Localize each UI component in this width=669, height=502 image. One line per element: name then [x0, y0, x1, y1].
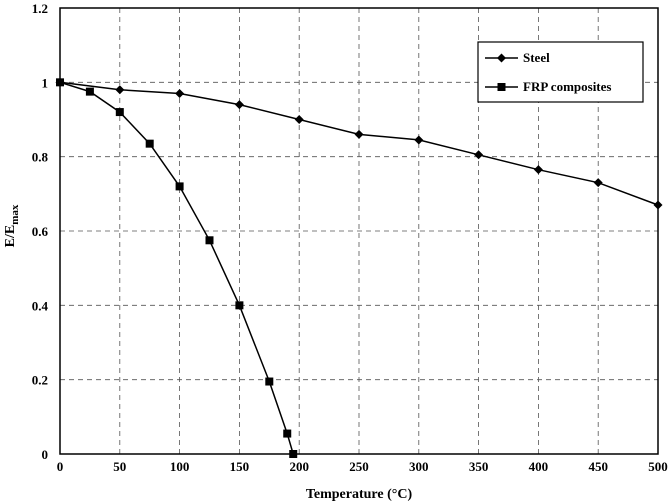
x-tick-label: 400: [529, 459, 549, 474]
data-point-steel: [354, 129, 364, 139]
x-tick-label: 200: [289, 459, 309, 474]
x-tick-label: 50: [113, 459, 126, 474]
legend-steel-label: Steel: [523, 50, 550, 65]
y-tick-label: 1: [42, 75, 49, 90]
y-axis-title: E/Emax: [3, 204, 21, 247]
data-point-frp-composites: [145, 139, 154, 148]
legend-steel-marker: [497, 53, 506, 63]
data-point-steel: [653, 200, 663, 210]
x-tick-label: 450: [588, 459, 608, 474]
data-point-frp-composites: [115, 108, 124, 117]
data-point-frp-composites: [283, 429, 292, 438]
legend-frp-marker: [497, 83, 506, 91]
data-point-steel: [474, 150, 484, 160]
data-point-steel: [115, 85, 125, 95]
plot-area-frame: [59, 7, 659, 455]
y-tick-label: 0.2: [32, 373, 48, 388]
data-point-frp-composites: [175, 182, 184, 191]
x-tick-label: 350: [469, 459, 489, 474]
legend: Steel FRP composites: [477, 41, 644, 103]
y-tick-label: 0.4: [32, 298, 49, 313]
x-tick-label: 300: [409, 459, 429, 474]
data-point-steel: [175, 88, 185, 98]
legend-frp-label: FRP composites: [523, 79, 611, 94]
x-tick-label: 100: [170, 459, 190, 474]
data-point-steel: [414, 135, 424, 145]
data-point-frp-composites: [265, 377, 274, 386]
data-point-frp-composites: [289, 450, 298, 458]
data-point-frp-composites: [56, 78, 64, 87]
y-tick-label: 1.2: [32, 1, 48, 16]
data-point-frp-composites: [85, 87, 94, 96]
data-point-steel: [533, 165, 543, 175]
data-point-frp-composites: [205, 236, 214, 245]
series-line-frp-composites: [59, 81, 294, 455]
y-tick-label: 0.8: [32, 150, 49, 165]
plot-frame: [59, 7, 659, 455]
x-tick-label: 250: [349, 459, 369, 474]
x-tick-label: 150: [230, 459, 250, 474]
data-point-frp-composites: [235, 301, 244, 310]
tick-labels: 0 50 100 150 200 250 300 350 400 450 500 0 0.2 0.4 0.6…: [32, 1, 668, 474]
legend-box: [477, 41, 644, 103]
y-axis-title-main: E/E: [3, 225, 18, 248]
x-axis-title: Temperature (°C): [306, 487, 413, 502]
y-axis-title-subscript: max: [9, 204, 21, 225]
data-point-steel: [294, 115, 304, 124]
y-tick-label: 0: [42, 447, 49, 462]
x-tick-label: 500: [648, 459, 668, 474]
data-point-steel: [593, 178, 603, 188]
y-tick-label: 0.6: [32, 224, 49, 239]
data-series: [55, 77, 663, 458]
data-point-steel: [234, 100, 244, 110]
x-tick-label: 0: [57, 459, 64, 474]
